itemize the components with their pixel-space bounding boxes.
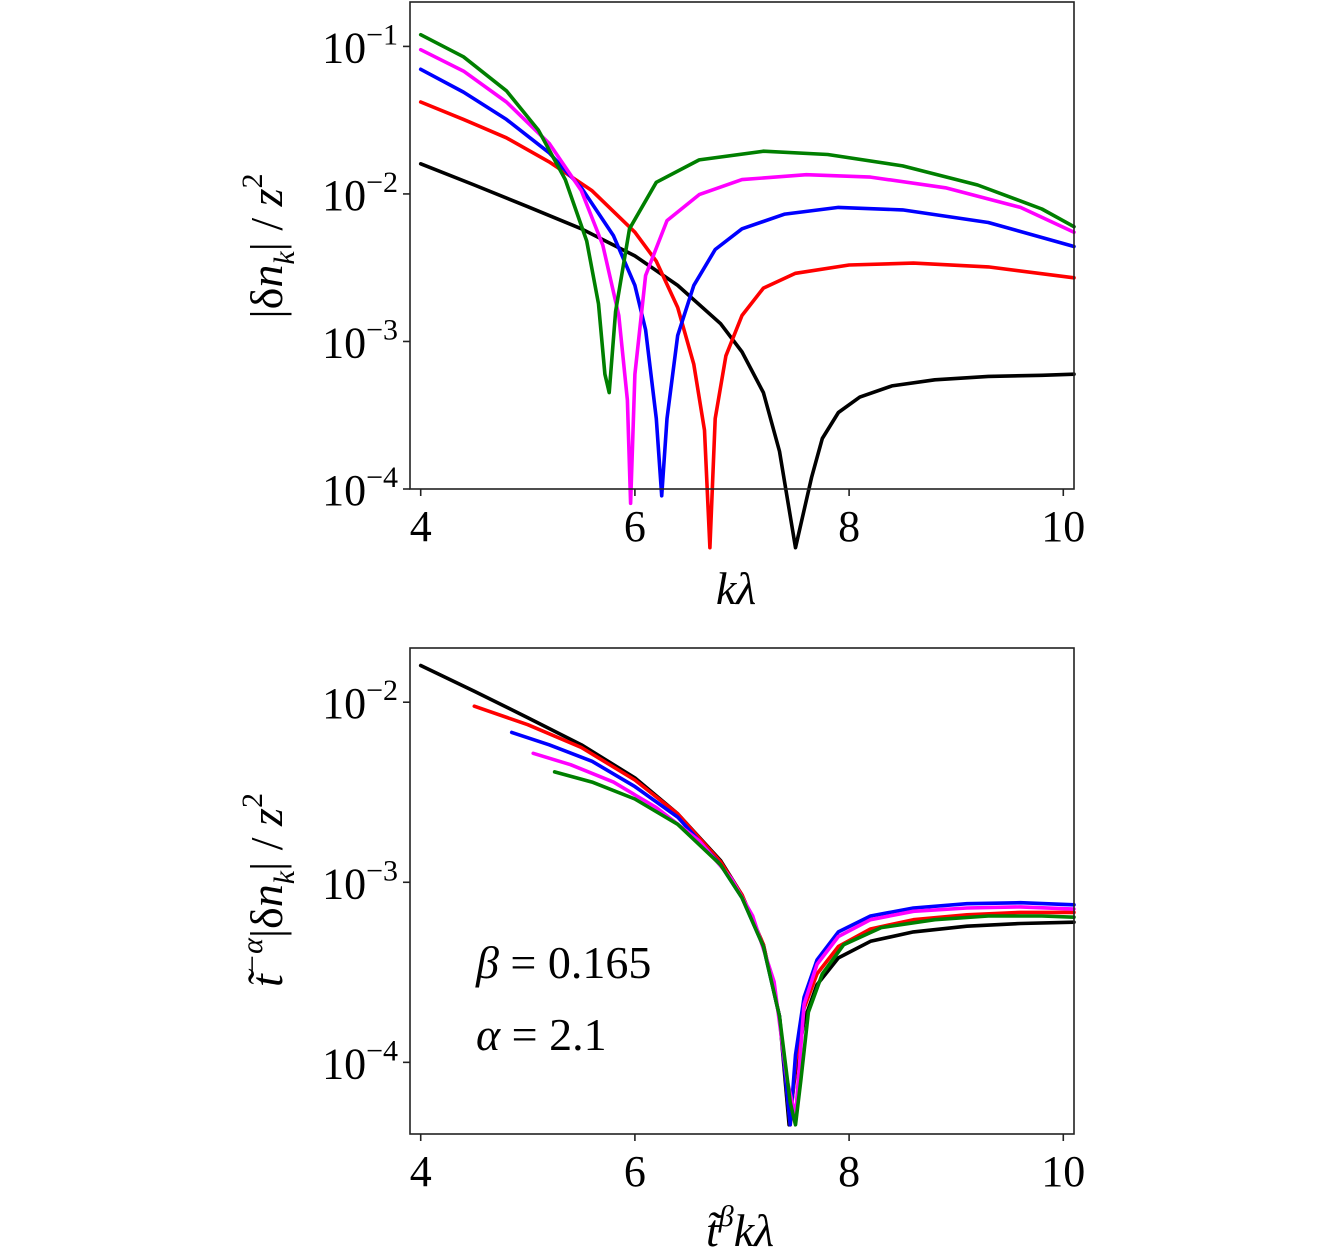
top-x-tick-label-4: 4	[410, 502, 432, 551]
bottom-curves	[418, 663, 1076, 1127]
top-curves	[418, 32, 1076, 550]
bottom-ticks: 4 6 8 10 10−2 10−3 10−4	[322, 674, 1085, 1196]
bottom-y-tick-label-3: 10−4	[322, 1034, 398, 1088]
bottom-x-axis-label: t̃βkλ	[706, 1200, 774, 1252]
top-series-2-line	[418, 100, 1076, 550]
top-panel: 4 6 8 10 10−1 10−2 10−3 10−4 kλ |δnk| / z2	[236, 1, 1085, 614]
top-x-tick-label-8: 8	[838, 502, 860, 551]
top-series-3-line	[418, 67, 1076, 498]
bottom-x-tick-label-6: 6	[624, 1147, 646, 1196]
bottom-y-axis-label: t̃−α|δnk| / z2	[236, 793, 301, 987]
top-series-1-line	[418, 162, 1076, 550]
bottom-series-5-line	[552, 770, 1076, 1127]
bottom-x-tick-label-4: 4	[410, 1147, 432, 1196]
bottom-y-tick-label-2: 10−3	[322, 854, 398, 908]
alpha-annotation: α = 2.1	[476, 1009, 607, 1060]
top-x-axis-label: kλ	[716, 563, 756, 614]
top-series-5-line	[418, 32, 1076, 395]
top-y-tick-label-3: 10−3	[322, 313, 398, 367]
bottom-y-tick-label-1: 10−2	[322, 674, 398, 728]
bottom-series-3-line	[509, 730, 1076, 1127]
top-x-tick-label-10: 10	[1041, 502, 1085, 551]
bottom-plot-frame	[409, 647, 1075, 1135]
top-y-tick-label-1: 10−1	[322, 18, 398, 72]
top-series-4-line	[418, 47, 1076, 506]
top-y-tick-label-2: 10−2	[322, 166, 398, 220]
bottom-panel: 4 6 8 10 10−2 10−3 10−4 β = 0.165 α = 2.1 t̃βk…	[236, 647, 1085, 1252]
top-y-tick-label-4: 10−4	[322, 461, 398, 515]
beta-annotation: β = 0.165	[475, 937, 651, 988]
top-plot-frame	[409, 1, 1075, 490]
bottom-x-tick-label-8: 8	[838, 1147, 860, 1196]
top-x-tick-label-6: 6	[624, 502, 646, 551]
top-ticks: 4 6 8 10 10−1 10−2 10−3 10−4	[322, 18, 1085, 551]
bottom-x-tick-label-10: 10	[1041, 1147, 1085, 1196]
top-y-axis-label: |δnk| / z2	[236, 173, 301, 318]
